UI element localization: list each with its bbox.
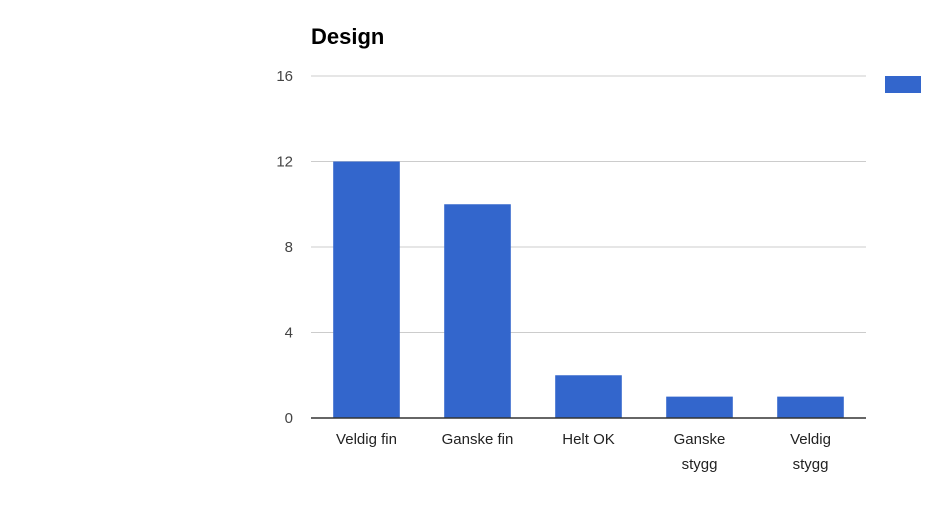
x-tick-label: Ganske stygg <box>674 431 726 473</box>
y-tick-label: 4 <box>285 325 293 342</box>
x-tick-label: Helt OK <box>562 431 615 448</box>
y-axis-ticks: 0 4 8 12 16 <box>276 68 293 427</box>
y-tick-label: 12 <box>276 154 293 171</box>
x-axis-labels: Veldig fin Ganske fin Helt OK Ganske stygg Ve… <box>336 431 831 473</box>
bar <box>333 161 400 418</box>
legend <box>885 76 921 93</box>
bar <box>444 204 511 418</box>
y-tick-label: 0 <box>285 410 293 427</box>
legend-swatch <box>885 76 921 93</box>
bars <box>333 161 844 418</box>
x-tick-label: Veldig fin <box>336 431 397 448</box>
bar <box>666 396 733 418</box>
y-tick-label: 16 <box>276 68 293 85</box>
y-tick-label: 8 <box>285 239 293 256</box>
bar <box>777 396 844 418</box>
gridlines <box>311 75 866 333</box>
x-tick-label: Ganske fin <box>442 431 514 448</box>
x-tick-label: Veldig stygg <box>790 431 831 473</box>
bar <box>555 375 622 418</box>
chart-title: Design <box>311 24 384 49</box>
